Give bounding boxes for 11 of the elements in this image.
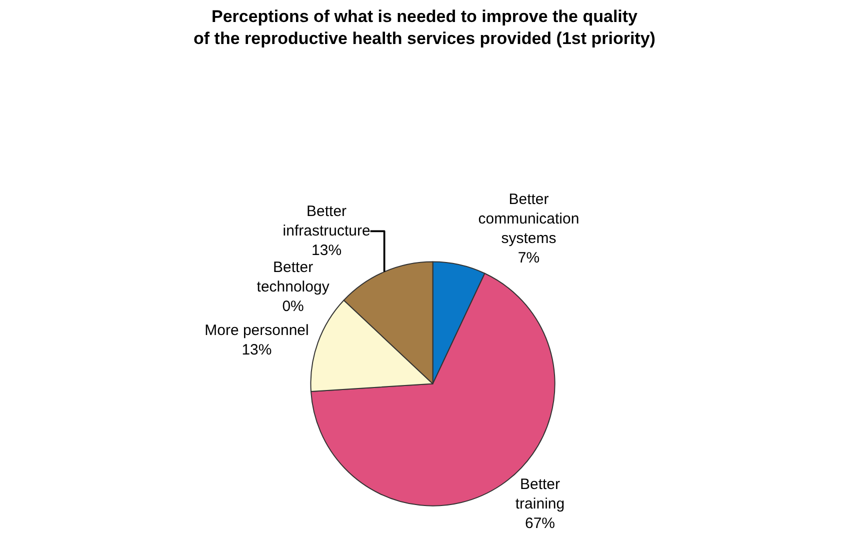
chart-title: Perceptions of what is needed to improve the quality of the reproductive health services provided (1st priority): [194, 7, 656, 48]
slice-label: More personnel: [204, 322, 309, 340]
slice-label: Better training: [515, 476, 565, 512]
data-label: 13%: [312, 242, 342, 260]
data-label: 67%: [524, 514, 556, 532]
data-label: 13%: [242, 342, 272, 359]
slice-label: Better communication systems: [478, 190, 580, 247]
data-label: 7%: [518, 249, 540, 266]
category-label: Better technology: [256, 259, 330, 296]
text: 0%: [282, 298, 304, 316]
slice-label: Better infrastructure: [282, 203, 370, 240]
